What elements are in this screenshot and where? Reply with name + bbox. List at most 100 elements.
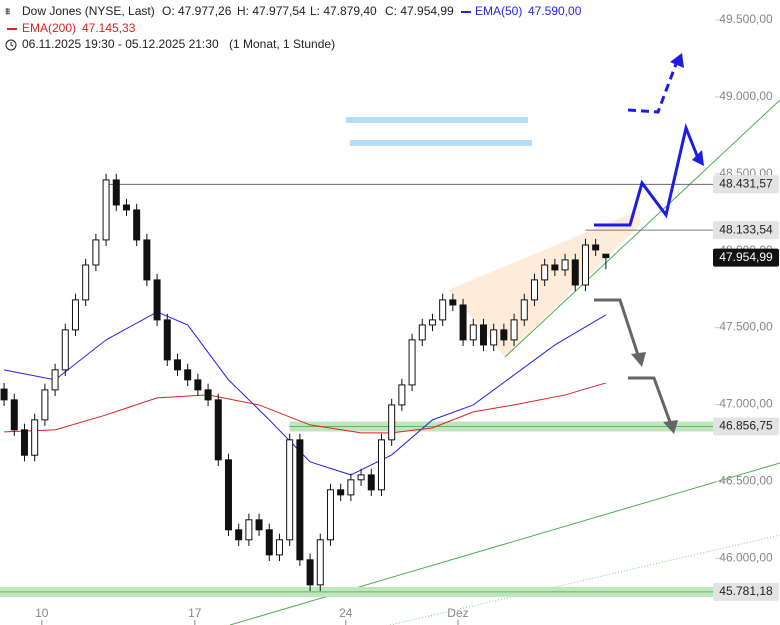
drawings [229, 99, 780, 625]
legend-label: EMA(50) [475, 4, 522, 18]
y-tick-label: 47.000,00 [719, 397, 773, 411]
candle-body [204, 389, 212, 401]
scenario-arrow [594, 298, 640, 356]
y-tick-label: 46.000,00 [719, 550, 773, 564]
zone-bar [346, 117, 528, 123]
level-box [713, 582, 779, 601]
y-tick-label: 49.000,00 [719, 89, 773, 103]
candle-body [500, 329, 508, 341]
candle-body [398, 384, 406, 406]
instrument: Dow Jones (NYSE, Last) [22, 4, 155, 18]
candle-body [520, 299, 528, 321]
last-price-box [713, 248, 779, 267]
arrow-head [663, 420, 678, 434]
candle-body [296, 439, 304, 561]
candle-body [561, 259, 569, 271]
arrows [594, 53, 704, 434]
ema-line [3, 311, 607, 476]
candle-body [184, 369, 192, 381]
candle-body [112, 179, 120, 206]
candle-body [20, 429, 28, 456]
ohlc-close: C: 47.954,99 [385, 4, 454, 18]
candle-body [255, 519, 263, 531]
candle-body [510, 319, 518, 341]
clock-icon [5, 39, 17, 51]
scenario-arrow [627, 63, 678, 114]
candle-body [490, 329, 498, 346]
candle-body [326, 489, 334, 541]
candle-body [459, 304, 467, 341]
candle-body [0, 388, 8, 401]
arrow-head [670, 53, 684, 68]
candle-body [102, 179, 110, 241]
candle-body [92, 239, 100, 266]
x-tick-label: 10 [35, 606, 49, 620]
candle-body [214, 399, 222, 461]
candle-body [61, 329, 69, 371]
x-tick-label: Dez [447, 606, 468, 620]
candle-body [143, 239, 151, 281]
y-tick-label: 46.500,00 [719, 474, 773, 488]
candle-body [377, 439, 385, 491]
candle-body [337, 489, 345, 496]
level-box [713, 221, 779, 240]
level-label: 48.431,57 [719, 176, 773, 190]
candle-body [245, 519, 253, 541]
zone-bar [350, 140, 532, 146]
candle-body [194, 379, 202, 391]
legend-value: 47.590,00 [528, 4, 582, 18]
candle-body [581, 244, 589, 286]
candle-body [439, 299, 447, 321]
arrow-head [692, 150, 704, 166]
level-box [713, 417, 779, 436]
ohlc-high: H: 47.977,54 [237, 4, 306, 18]
candle-body [347, 479, 355, 496]
candle-body [122, 204, 130, 211]
level-label: 45.781,18 [719, 584, 773, 598]
candle-body [51, 369, 59, 391]
candle-body [163, 319, 171, 361]
candle-body [602, 253, 610, 259]
wedge [448, 210, 640, 357]
ohlc-low: L: 47.879,40 [310, 4, 377, 18]
plot [0, 173, 715, 597]
candle-body [173, 359, 181, 371]
arrow-head [631, 352, 646, 367]
candle-body [10, 399, 18, 431]
candle-body [286, 439, 294, 541]
chart-icon: ⩩ [5, 7, 11, 18]
candle-body [71, 299, 79, 331]
legend-label: EMA(200) [22, 21, 76, 35]
ohlc-open: O: 47.977,26 [162, 4, 232, 18]
candle-body [275, 539, 283, 556]
scenario-arrow [594, 122, 700, 227]
trendline [229, 462, 780, 625]
level-label: 46.856,75 [719, 419, 773, 433]
y-tick-label: 47.500,00 [719, 320, 773, 334]
interval: (1 Monat, 1 Stunde) [229, 37, 335, 51]
candle-body [265, 529, 273, 556]
candle-body [428, 319, 436, 326]
candle-body [153, 279, 161, 321]
candle-body [571, 259, 579, 286]
candle-body [235, 529, 243, 541]
clock-icon [10, 42, 14, 47]
legend-value: 47.145,33 [82, 21, 136, 35]
ema-line [4, 382, 607, 434]
candle-body [41, 389, 49, 421]
candle-body [541, 264, 549, 281]
candle-body [31, 419, 39, 456]
level-box [713, 175, 779, 194]
candle-body [224, 459, 232, 531]
candle-body [592, 244, 600, 251]
candle-body [357, 474, 365, 481]
candle-body [306, 559, 314, 586]
candle-body [82, 264, 90, 301]
trendline [389, 534, 780, 625]
candle-body [388, 404, 396, 441]
candle-body [479, 324, 487, 346]
period: 06.11.2025 19:30 - 05.12.2025 21:30 [22, 37, 219, 51]
candle-body [408, 339, 416, 386]
candle-body [367, 474, 375, 491]
